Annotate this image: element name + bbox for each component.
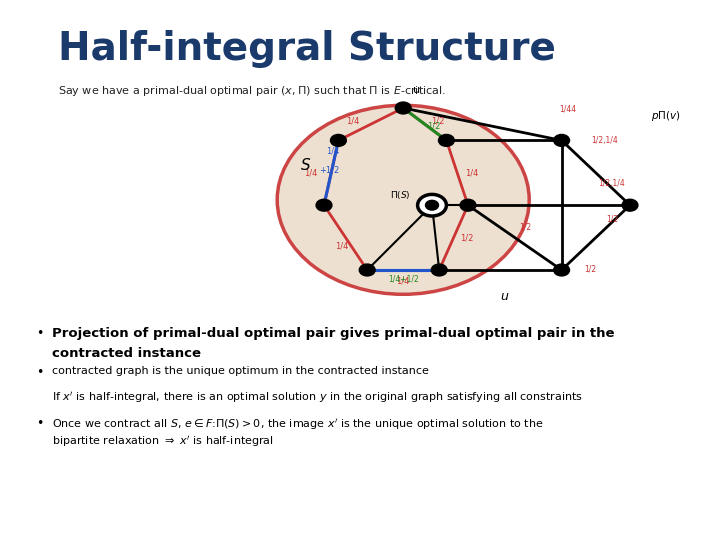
Text: $\Pi(S)$: $\Pi(S)$ [390, 189, 410, 201]
Text: 1/2: 1/2 [585, 264, 596, 273]
Circle shape [554, 264, 570, 276]
Text: 1/4: 1/4 [397, 276, 410, 285]
Text: 1/2: 1/2 [431, 117, 444, 126]
Text: •: • [36, 417, 43, 430]
Text: 1/2,1/4: 1/2,1/4 [591, 136, 618, 145]
Text: Say we have a primal-dual optimal pair $(x,\Pi)$ such that $\Pi$ is $E$-critical: Say we have a primal-dual optimal pair $… [58, 84, 446, 98]
Text: u: u [413, 85, 420, 95]
Circle shape [359, 264, 375, 276]
Text: 1/4+1/2: 1/4+1/2 [388, 275, 418, 284]
Text: •: • [36, 327, 43, 340]
Circle shape [418, 194, 446, 216]
Circle shape [438, 134, 454, 146]
Circle shape [395, 102, 411, 114]
Text: 1/2: 1/2 [427, 122, 440, 131]
Text: 1/2: 1/2 [460, 233, 473, 242]
Circle shape [330, 134, 346, 146]
Text: contracted instance: contracted instance [52, 347, 201, 360]
Text: +1/2: +1/2 [319, 166, 339, 175]
Circle shape [554, 134, 570, 146]
Circle shape [316, 199, 332, 211]
Circle shape [460, 199, 476, 211]
Text: 1/4: 1/4 [465, 168, 478, 177]
Text: 1/4: 1/4 [346, 117, 359, 126]
Text: Projection of primal-dual optimal pair gives primal-dual optimal pair in the: Projection of primal-dual optimal pair g… [52, 327, 614, 340]
Circle shape [431, 264, 447, 276]
Text: If $x'$ is half-integral, there is an optimal solution $y$ in the original graph: If $x'$ is half-integral, there is an op… [52, 390, 583, 405]
Text: •: • [36, 366, 43, 379]
Text: 1/4: 1/4 [326, 147, 339, 156]
Text: u: u [500, 289, 508, 303]
Circle shape [277, 105, 529, 294]
Text: 1/44: 1/44 [559, 105, 576, 114]
Text: $p\Pi(v)$: $p\Pi(v)$ [651, 109, 681, 123]
Text: Half-integral Structure: Half-integral Structure [58, 30, 555, 68]
Text: contracted graph is the unique optimum in the contracted instance: contracted graph is the unique optimum i… [52, 366, 428, 376]
Text: 1/2,1/4: 1/2,1/4 [598, 179, 626, 188]
Circle shape [426, 200, 438, 210]
Text: 1/2: 1/2 [606, 214, 618, 224]
Circle shape [622, 199, 638, 211]
Text: 1/4: 1/4 [336, 241, 348, 250]
Text: 1/4: 1/4 [305, 168, 318, 177]
Text: $S$: $S$ [300, 157, 312, 173]
Text: Once we contract all $S$, $e\in F\colon \Pi(S)>0$, the image $x'$ is the unique : Once we contract all $S$, $e\in F\colon … [52, 417, 544, 432]
Text: 1/2: 1/2 [520, 222, 531, 232]
Text: bipartite relaxation $\Rightarrow$ $x'$ is half-integral: bipartite relaxation $\Rightarrow$ $x'$ … [52, 434, 274, 449]
